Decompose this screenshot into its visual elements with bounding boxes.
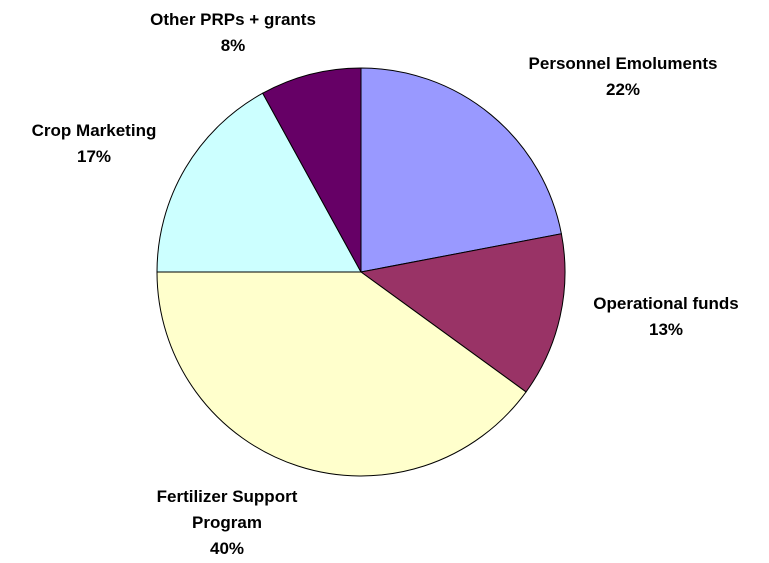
category-label: Personnel Emoluments: [528, 54, 718, 73]
slice-label: Personnel Emoluments 22%: [473, 51, 769, 103]
slice-label: Fertilizer Support Program 40%: [137, 484, 317, 562]
slice-label: Operational funds 13%: [516, 291, 769, 343]
percent-label: 22%: [605, 80, 641, 99]
slice-label: Crop Marketing 17%: [0, 118, 244, 170]
slice-label: Other PRPs + grants 8%: [83, 7, 383, 59]
pie-slice: [156, 271, 527, 477]
percent-label: 17%: [76, 147, 112, 166]
category-label: Other PRPs + grants: [150, 10, 316, 29]
category-label: Operational funds: [593, 294, 739, 313]
pie-slice: [156, 92, 362, 273]
pie-slice: [359, 233, 566, 393]
percent-label: 8%: [220, 36, 246, 55]
pie-slice: [262, 67, 362, 273]
percent-label: 40%: [209, 539, 245, 558]
category-label: Fertilizer Support Program: [156, 487, 298, 532]
pie-slice: [360, 67, 562, 273]
percent-label: 13%: [648, 320, 684, 339]
category-label: Crop Marketing: [31, 121, 157, 140]
